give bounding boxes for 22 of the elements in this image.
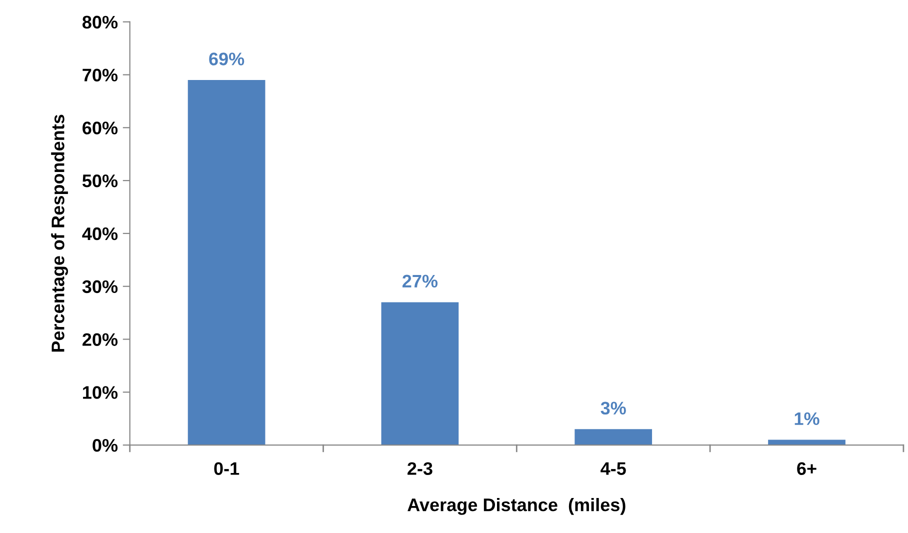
bar: [381, 302, 459, 446]
x-tick-label: 4-5: [600, 462, 626, 475]
y-tick-label: 80%: [82, 16, 118, 29]
y-tick-label: 40%: [82, 227, 118, 240]
data-label: 3%: [600, 402, 626, 415]
x-tick-label: 0-1: [214, 462, 240, 475]
y-tick-label: 20%: [82, 333, 118, 346]
bar: [574, 429, 652, 446]
y-tick-label: 0%: [92, 438, 118, 452]
y-tick-label: 70%: [82, 68, 118, 82]
y-tick-label: 10%: [83, 386, 118, 399]
y-tick-label: 50%: [82, 174, 118, 188]
y-axis-title: Percentage of Respondents: [51, 114, 68, 352]
y-tick-label: 30%: [82, 280, 118, 294]
x-axis-title: Average Distance (miles): [408, 498, 626, 515]
data-label: 1%: [794, 412, 820, 426]
data-label: 27%: [402, 274, 438, 288]
bar: [188, 80, 266, 446]
data-label: 69%: [209, 52, 244, 66]
x-tick-label: 6+: [797, 462, 816, 475]
x-tick-label: 2-3: [408, 462, 432, 476]
y-tick-label: 60%: [82, 122, 118, 134]
